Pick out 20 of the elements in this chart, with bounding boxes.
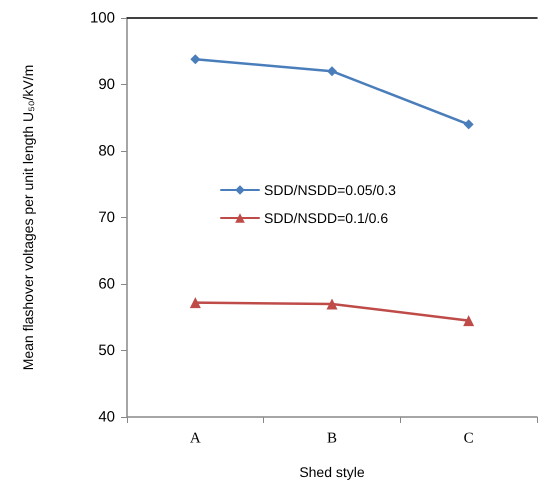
point <box>190 54 200 64</box>
point <box>464 119 474 130</box>
x-axis-title: Shed style <box>299 464 365 480</box>
y-tick-label: 60 <box>98 276 115 292</box>
y-tick-label: 80 <box>98 142 115 160</box>
y-tick-label: 40 <box>98 408 115 426</box>
y-axis-title: Mean flashover voltages per unit length U₅₀/kV/m <box>20 64 36 370</box>
legend-label: SDD/NSDD=0.05/0.3 <box>264 182 396 198</box>
point <box>326 298 338 310</box>
y-tick-label: 100 <box>90 10 115 26</box>
point <box>190 297 201 308</box>
x-tick-label: A <box>190 430 201 446</box>
y-tick-label: 50 <box>98 342 115 359</box>
y-tick-label: 70 <box>98 209 115 226</box>
y-tick-label: 90 <box>98 76 115 93</box>
x-tick-label: B <box>326 430 338 446</box>
x-tick-label: C <box>464 430 474 446</box>
point <box>463 315 474 326</box>
point <box>327 66 337 76</box>
legend-label: SDD/NSDD=0.1/0.6 <box>264 210 388 226</box>
